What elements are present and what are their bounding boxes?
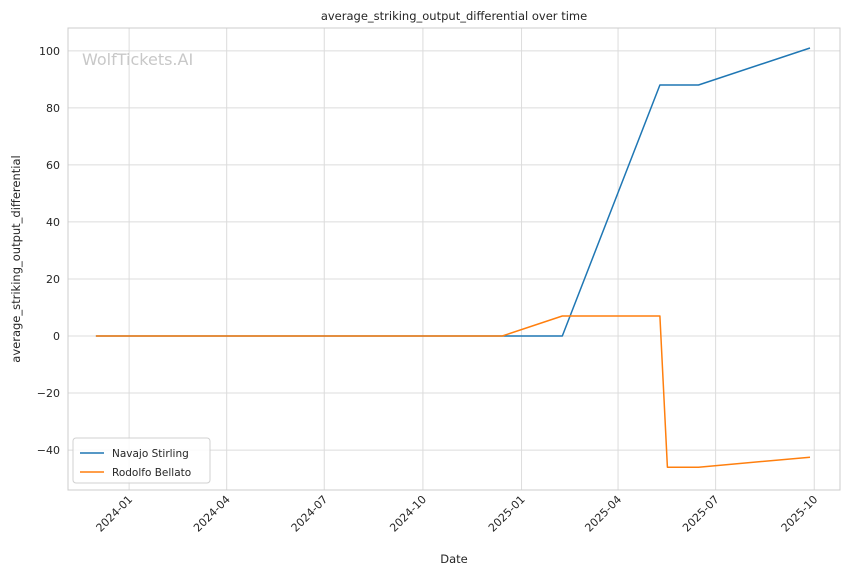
- plot-background: [68, 28, 840, 490]
- legend-label-navajo-stirling: Navajo Stirling: [112, 448, 189, 460]
- y-tick-label: −40: [37, 444, 60, 457]
- x-tick-label: 2024-07: [289, 493, 331, 535]
- y-axis-title: average_striking_output_differential: [9, 155, 23, 362]
- plot-frame: [67, 27, 841, 491]
- x-tick-label: 2024-01: [94, 493, 136, 535]
- y-tick-label: 60: [46, 159, 60, 172]
- legend: Navajo Stirling Rodolfo Bellato: [72, 437, 211, 484]
- x-tick-labels: 2024-01 2024-04 2024-07 2024-10 2025-01 2025-…: [94, 493, 821, 535]
- x-tick-label: 2024-10: [387, 493, 429, 535]
- series-line-rodolfo-bellato: [95, 315, 811, 468]
- watermark-text: WolfTickets.AI: [82, 50, 193, 69]
- y-tick-label: 80: [46, 102, 60, 115]
- y-tick-label: −20: [37, 387, 60, 400]
- x-tick-label: 2025-10: [779, 493, 821, 535]
- y-tick-label: 0: [53, 330, 60, 343]
- x-tick-label: 2025-04: [582, 493, 624, 535]
- y-tick-label: 40: [46, 216, 60, 229]
- series-layer: [95, 47, 811, 468]
- legend-label-rodolfo-bellato: Rodolfo Bellato: [112, 467, 191, 479]
- x-tick-label: 2025-07: [680, 493, 722, 535]
- y-tick-labels: 100 80 60 40 20 0 −20 −40: [37, 45, 60, 457]
- legend-box: [72, 437, 211, 484]
- y-tick-label: 100: [39, 45, 60, 58]
- chart-title: average_striking_output_differential ove…: [321, 9, 587, 23]
- x-tick-label: 2025-01: [486, 493, 528, 535]
- x-axis-title: Date: [440, 552, 468, 566]
- y-tick-label: 20: [46, 273, 60, 286]
- x-tick-label: 2024-04: [191, 493, 233, 535]
